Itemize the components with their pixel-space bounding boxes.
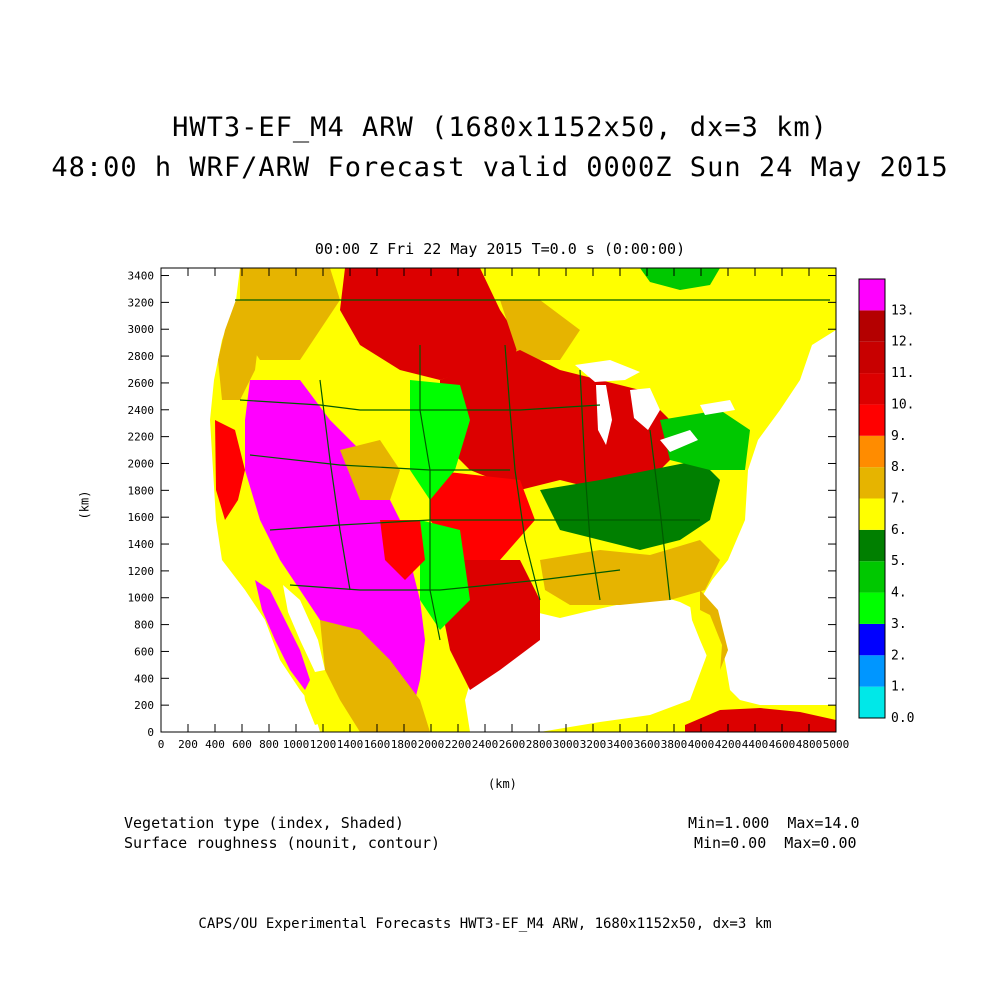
x-tick-label: 3400 (607, 738, 634, 751)
legend-label: 1. (891, 680, 907, 695)
legend-swatch (859, 310, 885, 342)
y-tick-label: 200 (134, 699, 154, 712)
lake-huron (630, 388, 660, 430)
x-tick-label: 1800 (391, 738, 418, 751)
legend-label: 4. (891, 586, 907, 601)
lake-superior (575, 360, 640, 382)
y-tick-label: 3200 (128, 296, 155, 309)
legend-swatch (859, 373, 885, 405)
x-tick-label: 2000 (418, 738, 445, 751)
legend-label: 13. (891, 303, 914, 318)
cuba (685, 708, 836, 732)
legend-frame (858, 278, 886, 719)
lake-michigan (596, 385, 612, 445)
y-tick-label: 3000 (128, 323, 155, 336)
x-tick-label: 2600 (499, 738, 526, 751)
x-tick-label: 4600 (769, 738, 796, 751)
x-tick-label: 600 (232, 738, 252, 751)
y-tick-label: 2800 (128, 350, 155, 363)
pacific-ocean (161, 268, 320, 732)
x-tick-label: 2400 (472, 738, 499, 751)
map-axes: 0 200 400 600 800 1000 1200 1400 1600 1800 2000 220… (128, 268, 850, 751)
legend-swatch (859, 592, 885, 624)
y-tick-label: 1200 (128, 565, 155, 578)
y-tick-label: 1800 (128, 484, 155, 497)
legend-swatch (859, 686, 885, 718)
legend-label: 8. (891, 460, 907, 475)
y-tick-label: 2200 (128, 431, 155, 444)
color-legend: 0.0 1. 2. 3. 4. 5. 6. 7. 8. 9. 10. 11. 12. 13. (858, 278, 914, 726)
legend-swatch (859, 529, 885, 562)
y-tick-label: 1600 (128, 511, 155, 524)
x-tick-label: 2200 (445, 738, 472, 751)
legend-label: 2. (891, 648, 907, 663)
legend-swatch (859, 435, 885, 468)
x-tick-label: 4400 (742, 738, 769, 751)
x-tick-label: 3800 (661, 738, 688, 751)
gulf-of-california (283, 585, 325, 672)
legend-label: 12. (891, 335, 914, 350)
x-axis-label: (km) (488, 777, 517, 791)
plot-frame (160, 267, 837, 733)
y-tick-label: 3400 (128, 270, 155, 283)
y-tick-label: 1400 (128, 538, 155, 551)
x-tick-label: 1600 (364, 738, 391, 751)
field2-range: Min=0.00 Max=0.00 (694, 834, 857, 852)
y-tick-label: 2400 (128, 404, 155, 417)
legend-swatch (859, 623, 885, 656)
legend-swatch (859, 561, 885, 593)
legend-label: 7. (891, 492, 907, 507)
legend-swatch (859, 279, 885, 311)
y-tick-label: 2600 (128, 377, 155, 390)
x-tick-label: 1400 (337, 738, 364, 751)
legend-label: 0.0 (891, 711, 914, 726)
lake-ontario (700, 400, 735, 415)
y-tick-label: 1000 (128, 592, 155, 605)
x-tick-label: 0 (158, 738, 165, 751)
legend-swatch (859, 467, 885, 499)
x-tick-label: 2800 (526, 738, 553, 751)
x-tick-label: 1000 (283, 738, 310, 751)
lake-erie (660, 430, 698, 452)
y-tick-label: 0 (147, 726, 154, 739)
legend-swatch (859, 498, 885, 530)
x-tick-label: 1200 (310, 738, 337, 751)
legend-label: 11. (891, 366, 914, 381)
y-axis-label: (km) (77, 490, 92, 520)
x-tick-label: 5000 (823, 738, 850, 751)
footer-credit: CAPS/OU Experimental Forecasts HWT3-EF_M… (198, 916, 772, 932)
y-tick-label: 800 (134, 619, 154, 632)
legend-label: 6. (891, 523, 907, 538)
x-tick-label: 800 (259, 738, 279, 751)
legend-swatch (859, 404, 885, 436)
x-tick-label: 4200 (715, 738, 742, 751)
x-tick-label: 4800 (796, 738, 823, 751)
political-boundaries (235, 299, 830, 641)
x-tick-label: 3200 (580, 738, 607, 751)
x-tick-label: 3000 (553, 738, 580, 751)
legend-label: 9. (891, 429, 907, 444)
y-tick-label: 400 (134, 672, 154, 685)
map-title-line2: 48:00 h WRF/ARW Forecast valid 0000Z Sun… (51, 152, 949, 183)
legend-label: 5. (891, 554, 907, 569)
x-tick-label: 4000 (688, 738, 715, 751)
map-field-layer (161, 268, 836, 732)
y-tick-label: 2000 (128, 457, 155, 470)
x-tick-label: 200 (178, 738, 198, 751)
y-tick-label: 600 (134, 645, 154, 658)
map-subtitle: 00:00 Z Fri 22 May 2015 T=0.0 s (0:00:00… (314, 240, 686, 258)
legend-swatch (859, 341, 885, 374)
map-title-line1: HWT3-EF_M4 ARW (1680x1152x50, dx=3 km) (172, 112, 828, 143)
field1-name: Vegetation type (index, Shaded) (124, 814, 404, 832)
x-tick-label: 3600 (634, 738, 661, 751)
field1-range: Min=1.000 Max=14.0 (688, 814, 860, 832)
legend-label: 10. (891, 397, 914, 412)
legend-label: 3. (891, 617, 907, 632)
x-tick-label: 400 (205, 738, 225, 751)
legend-swatch (859, 655, 885, 687)
field2-name: Surface roughness (nounit, contour) (124, 834, 441, 852)
atlantic-ocean (700, 330, 836, 705)
